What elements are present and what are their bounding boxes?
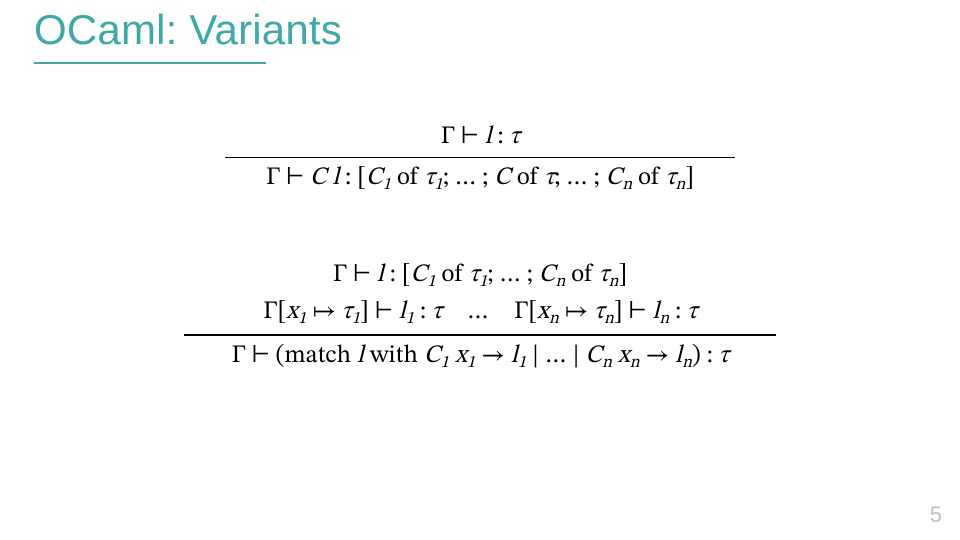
content-area: Γ ⊢ l : τ Γ ⊢ Cl : [C1 of τ1;…; C of τ;…… — [0, 120, 960, 375]
rule2-conclusion: Γ ⊢ (match l with C1 x1 → l1 | … | Cn xn… — [231, 339, 728, 376]
rule1-conclusion: Γ ⊢ Cl : [C1 of τ1;…; C of τ;…; Cn of τn… — [266, 161, 694, 198]
rule2-premise-1: Γ ⊢ l : [C1 of τ1;…; Cn of τn] — [333, 258, 627, 295]
page-number: 5 — [930, 502, 942, 528]
rule2-premises: Γ ⊢ l : [C1 of τ1;…; Cn of τn] Γ[x1 ↦ τ1… — [263, 258, 697, 331]
slide-title: OCaml: Variants — [34, 6, 342, 54]
rule2-premise-2: Γ[x1 ↦ τ1] ⊢ l1 : τ…Γ[xn ↦ τn] ⊢ ln : τ — [263, 295, 697, 332]
rule1-line — [225, 157, 735, 158]
rule-variant-match: Γ ⊢ l : [C1 of τ1;…; Cn of τn] Γ[x1 ↦ τ1… — [184, 258, 776, 375]
rule2-line — [184, 334, 776, 335]
rule1-premise: Γ ⊢ l : τ — [441, 120, 520, 154]
slide: OCaml: Variants Γ ⊢ l : τ Γ ⊢ Cl : [C1 o… — [0, 0, 960, 540]
rule-variant-intro: Γ ⊢ l : τ Γ ⊢ Cl : [C1 of τ1;…; C of τ;…… — [225, 120, 735, 198]
title-underline — [34, 62, 266, 64]
